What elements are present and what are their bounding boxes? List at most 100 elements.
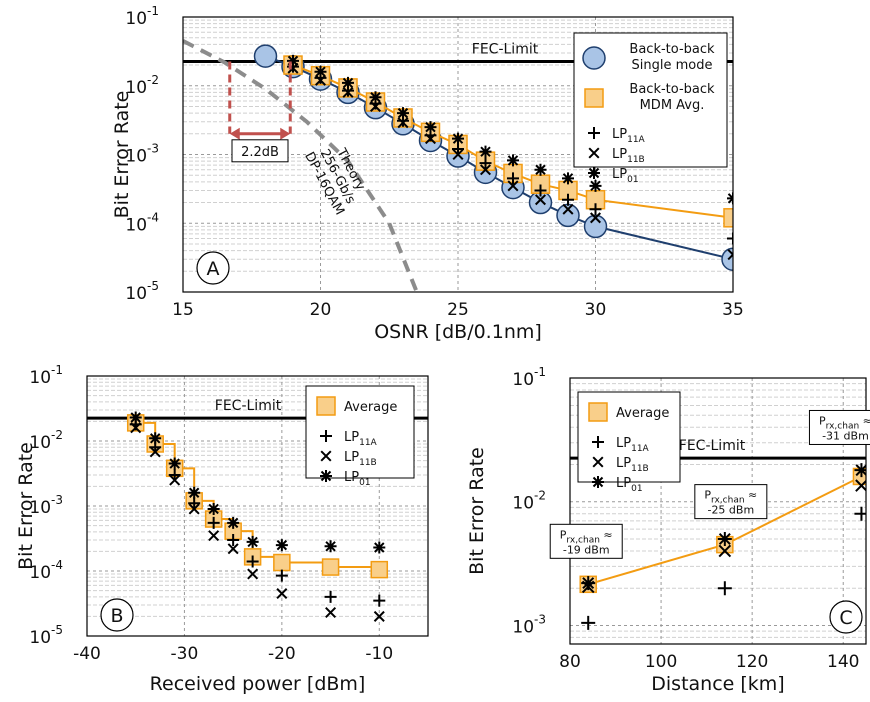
y-tick-exp: -4 (147, 210, 159, 224)
y-tick-label: 10-4 (125, 210, 159, 235)
y-tick-label: 10-1 (29, 363, 63, 388)
data-point (373, 594, 386, 607)
x-axis-label: OSNR [dB/0.1nm] (374, 321, 542, 343)
osnr-penalty-annotation: 2.2dB (228, 61, 292, 163)
legend-label-sub: 11B (359, 458, 377, 468)
panel-label-circle (829, 600, 863, 634)
data-point (507, 154, 519, 167)
data-point (424, 121, 437, 134)
data-point (581, 615, 596, 630)
y-tick-exp: -1 (534, 365, 546, 379)
power-box-label: Prx,chan ≈ (704, 489, 757, 506)
series-lp01 (581, 463, 866, 591)
y-tick-base: 10 (125, 215, 147, 235)
y-tick-base: 10 (512, 617, 534, 637)
y-tick-exp: -1 (147, 4, 159, 18)
x-tick-label: 15 (172, 300, 194, 320)
annotation-label: 2.2dB (241, 145, 279, 160)
legend-label: Average (344, 400, 397, 415)
x-tick-label: 120 (736, 652, 768, 672)
x-tick-label: 100 (645, 652, 677, 672)
data-point (287, 54, 299, 67)
series-group (579, 463, 866, 630)
y-axis-label: Bit Error Rate (111, 91, 133, 219)
legend-marker (588, 402, 608, 422)
plot-frame (86, 375, 429, 637)
y-axis-label: Bit Error Rate (15, 442, 37, 570)
data-point (227, 543, 239, 555)
power-box-label-suffix: ≈ (859, 414, 870, 427)
legend-label-base: LP (612, 147, 627, 162)
data-point (562, 193, 574, 206)
series-group (183, 39, 733, 292)
data-point (721, 247, 733, 271)
data-point (208, 530, 220, 542)
data-point (424, 133, 437, 145)
data-point (723, 208, 733, 228)
legend-label: Single mode (632, 58, 713, 73)
legend-label: LP11A (344, 430, 378, 448)
data-point (589, 203, 602, 216)
power-box-label-suffix: ≈ (745, 489, 758, 502)
legend-label-sub: 11B (631, 464, 649, 474)
data-point (188, 486, 201, 499)
panel-label: A (207, 258, 220, 280)
legend-label-sub: 01 (359, 478, 370, 488)
data-point (246, 535, 259, 548)
data-point (397, 107, 409, 120)
y-tick-base: 10 (512, 370, 534, 390)
data-point (507, 180, 519, 192)
data-point (247, 568, 259, 580)
legend-label-base: LP (612, 167, 627, 182)
power-box-label-sub: rx,chan (566, 535, 600, 545)
legend-label-base: LP (344, 470, 359, 485)
legend-marker (320, 430, 332, 442)
legend-label-sub: 11A (627, 135, 645, 145)
y-axis-label: Bit Error Rate (466, 447, 488, 575)
data-point (452, 148, 464, 161)
data-point (342, 76, 354, 89)
y-tick-exp: -3 (147, 142, 159, 156)
panel-label: B (110, 605, 123, 627)
data-point (324, 590, 337, 603)
data-point (507, 172, 519, 185)
data-point (314, 74, 327, 86)
legend-label-base: LP (344, 430, 359, 445)
series-lp01 (287, 54, 733, 205)
legend-label: LP01 (616, 476, 643, 494)
x-tick-label: -10 (365, 644, 393, 664)
x-tick-label: -20 (268, 644, 296, 664)
data-point (207, 516, 220, 529)
x-tick-label: 20 (310, 300, 332, 320)
data-point (717, 531, 732, 546)
legend-label-base: LP (612, 127, 627, 142)
data-point (324, 540, 337, 553)
power-box (808, 409, 870, 445)
legend-marker (582, 46, 606, 70)
power-box (694, 484, 768, 520)
annotation-box (231, 139, 289, 163)
y-tick-base: 10 (125, 78, 147, 98)
y-tick-label: 10-2 (29, 428, 63, 453)
data-point (373, 541, 386, 554)
x-tick-label: -30 (171, 644, 199, 664)
legend-label-base: LP (616, 456, 631, 471)
legend-marker (320, 470, 332, 482)
y-tick-base: 10 (29, 433, 51, 453)
data-point (149, 446, 161, 458)
y-tick-label: 10-3 (125, 142, 159, 167)
legend-label: MDM Avg. (640, 98, 705, 113)
data-point (556, 203, 580, 228)
data-point (718, 544, 732, 558)
plot-frame (182, 16, 734, 293)
y-tick-exp: -3 (51, 493, 63, 507)
data-point (188, 497, 201, 510)
power-box-label-base: P (560, 528, 567, 541)
legend-label: LP01 (612, 167, 639, 185)
